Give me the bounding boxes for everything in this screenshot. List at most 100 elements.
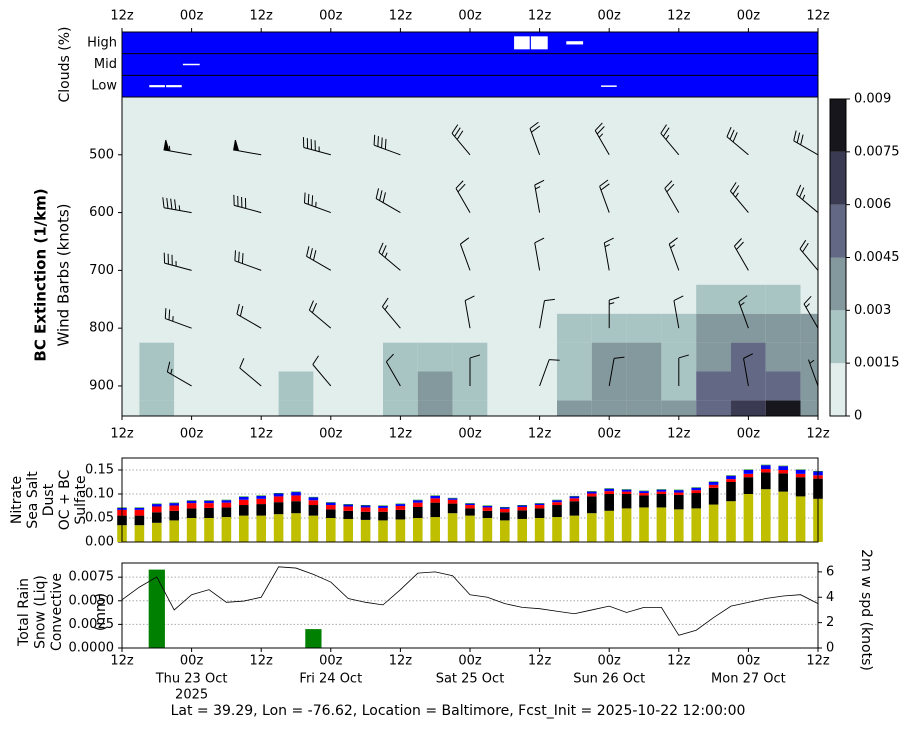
aerosol-bar xyxy=(552,505,562,518)
colorbar-tick-label: 0 xyxy=(854,409,862,424)
wind-barb xyxy=(373,134,401,156)
aerosol-bar xyxy=(482,506,493,508)
bc-cell xyxy=(383,400,418,416)
bc-cell xyxy=(522,284,557,314)
bc-cell xyxy=(626,284,662,314)
aerosol-bar xyxy=(326,518,336,542)
bc-cell xyxy=(209,371,244,401)
aerosol-bar xyxy=(360,519,371,542)
aerosol-bar xyxy=(604,494,614,511)
y-axis-label: (mm) xyxy=(93,593,109,631)
bc-cell xyxy=(417,342,453,372)
wind-barb xyxy=(608,296,620,329)
aerosol-bar xyxy=(708,484,719,488)
aerosol-bar xyxy=(308,500,319,506)
frame xyxy=(121,562,819,649)
aerosol-bar xyxy=(169,505,179,511)
aerosol-bar xyxy=(778,491,788,542)
aerosol-bar xyxy=(761,489,771,542)
aerosol-bar xyxy=(291,495,301,502)
aerosol-bar xyxy=(447,499,458,504)
aerosol-bar xyxy=(621,491,632,494)
bc-cell xyxy=(557,313,592,343)
aerosol-bar xyxy=(500,512,510,521)
x-tick-label: 00z xyxy=(737,654,761,669)
aerosol-bar xyxy=(500,520,510,542)
cloud-level-label: Low xyxy=(91,79,117,94)
y-tick-label: 800 xyxy=(89,321,114,336)
aerosol-bar xyxy=(134,507,145,510)
aerosol-bar xyxy=(534,508,545,518)
aerosol-bar xyxy=(326,502,336,506)
y-tick-label: 2 xyxy=(826,615,834,630)
aerosol-bar xyxy=(534,518,545,542)
colorbar-tick-label: 0.003 xyxy=(854,303,891,318)
bc-cell xyxy=(122,400,140,416)
aerosol-bar xyxy=(517,506,527,511)
aerosol-bar xyxy=(273,493,284,497)
bc-cell xyxy=(696,400,731,416)
wind-barb xyxy=(733,238,749,271)
aerosol-bar xyxy=(674,509,684,542)
frame xyxy=(121,96,819,417)
x-tick-label: 12z xyxy=(250,9,274,24)
wind-barb xyxy=(729,182,749,213)
aerosol-bar xyxy=(656,489,667,492)
date-label: Mon 27 Oct xyxy=(711,672,786,687)
y-tick-label: 0.0000 xyxy=(69,641,115,656)
aerosol-bar xyxy=(795,477,806,497)
bc-cell xyxy=(452,400,488,416)
legend-label: Snow (Liq) xyxy=(33,575,49,649)
cloud-gap xyxy=(530,36,548,50)
bc-cell xyxy=(452,284,488,314)
aerosol-bar xyxy=(221,502,232,508)
bc-cell xyxy=(800,400,818,416)
wind-barb xyxy=(233,194,262,214)
aerosol-bar xyxy=(291,501,301,514)
aerosol-bar xyxy=(604,510,614,542)
legend-label: Sulfate xyxy=(73,475,89,524)
aerosol-bar xyxy=(726,479,736,482)
colorbar-tick-label: 0.0045 xyxy=(854,250,900,265)
aerosol-bar xyxy=(291,513,301,542)
bc-cell xyxy=(661,284,697,314)
aerosol-bar xyxy=(239,505,249,516)
bc-cell xyxy=(243,400,279,416)
wind-barb xyxy=(236,303,262,329)
x-tick-label: 12z xyxy=(667,9,691,24)
wind-barb xyxy=(668,237,680,271)
wind-barb xyxy=(803,295,818,329)
wind-barb xyxy=(303,192,331,214)
plot-area xyxy=(122,97,818,416)
bc-cell xyxy=(661,313,697,343)
aerosol-bar xyxy=(726,475,736,480)
aerosol-bar xyxy=(186,508,197,518)
legend-label: Convective xyxy=(49,573,65,651)
aerosol-bar xyxy=(500,507,510,509)
wind-barb xyxy=(234,250,262,271)
bc-cell xyxy=(626,342,662,372)
aerosol-bar xyxy=(517,518,527,542)
aerosol-bar xyxy=(552,500,562,503)
aerosol-bar xyxy=(186,503,197,509)
x-tick-label: 00z xyxy=(319,427,343,442)
aerosol-bar xyxy=(465,505,475,509)
x-tick-label: 12z xyxy=(389,9,413,24)
cloud-gap xyxy=(566,41,584,45)
wind-barb xyxy=(306,246,332,271)
aerosol-bar xyxy=(395,509,406,520)
legend-label: Dust xyxy=(41,483,57,516)
bc-cell xyxy=(278,400,314,416)
bc-cell xyxy=(417,284,453,314)
wind-barb xyxy=(312,355,332,387)
wind-barb xyxy=(451,124,471,156)
aerosol-bar xyxy=(534,505,545,509)
bc-cell xyxy=(348,313,383,343)
cloud-gap xyxy=(149,85,165,88)
y-axis-label: Clouds (%) xyxy=(57,27,73,103)
aerosol-bar xyxy=(639,507,649,542)
aerosol-bar xyxy=(186,500,197,504)
y-tick-label: 900 xyxy=(89,378,114,393)
aerosol-bar xyxy=(256,515,266,542)
bc-cell xyxy=(278,313,314,343)
